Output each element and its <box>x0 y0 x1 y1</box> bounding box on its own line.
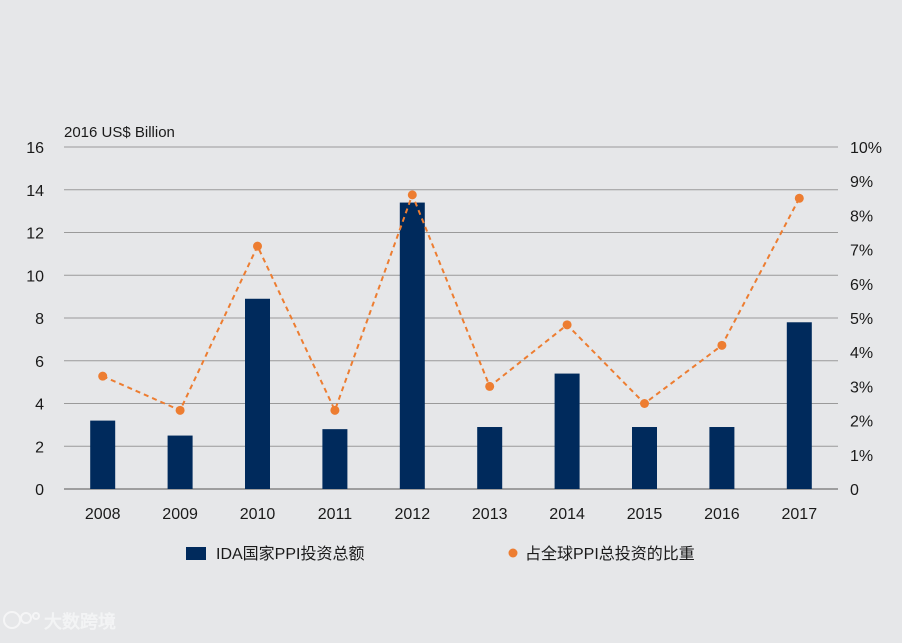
bar-2009 <box>167 435 193 489</box>
legend-line-marker <box>508 548 518 558</box>
line-point-2009 <box>175 405 185 415</box>
right-axis-tick-label: 8% <box>850 208 873 225</box>
x-axis-tick-label: 2013 <box>472 506 508 523</box>
x-axis-tick-label: 2016 <box>704 506 740 523</box>
line-point-2013 <box>485 381 495 391</box>
right-axis-tick-label: 5% <box>850 311 873 328</box>
gridlines <box>64 146 838 490</box>
bar-2013 <box>477 427 503 489</box>
line-point-2010 <box>253 241 262 251</box>
x-axis-tick-label: 2011 <box>318 506 353 523</box>
bar-2017 <box>786 322 812 489</box>
legend-bar-swatch <box>186 547 206 560</box>
bar-2008 <box>90 420 116 489</box>
left-axis-tick-label: 0 <box>35 482 44 499</box>
left-axis-tick-label: 4 <box>35 397 44 414</box>
x-axis-tick-label: 2010 <box>240 506 276 523</box>
line-series <box>98 190 804 415</box>
bar-series <box>90 202 812 489</box>
legend-line-label: 占全球PPI总投资的比重 <box>525 545 695 563</box>
x-axis-tick-label: 2009 <box>162 506 198 523</box>
right-axis-tick-label: 3% <box>850 379 873 396</box>
right-axis-tick-label: 6% <box>850 277 873 294</box>
bar-2016 <box>709 427 735 489</box>
x-axis-tick-label: 2008 <box>85 506 121 523</box>
bar-2010 <box>245 298 270 489</box>
x-axis-ticks: 2008 2009 2010 2011 2012 2013 2014 2015 2016 2017 <box>85 506 817 523</box>
left-axis-tick-label: 6 <box>35 354 44 371</box>
bar-2015 <box>632 427 657 489</box>
bar-2011 <box>322 429 348 489</box>
right-axis-tick-label: 1% <box>850 448 873 465</box>
left-axis-unit-label: 2016 US$ Billion <box>64 124 175 141</box>
right-axis-tick-label: 10% <box>850 140 882 157</box>
right-axis-tick-label: 9% <box>850 174 873 191</box>
left-axis-tick-label: 10 <box>26 268 44 285</box>
watermark-logo-icon <box>3 611 40 629</box>
line-point-2011 <box>330 405 340 415</box>
right-axis-tick-label: 2% <box>850 414 873 431</box>
line-point-2012 <box>407 190 417 200</box>
line-path <box>102 192 801 413</box>
left-axis-tick-label: 2 <box>35 439 44 456</box>
bar-2014 <box>554 373 580 489</box>
left-axis-ticks: 0 2 4 6 8 10 12 14 16 <box>26 140 44 499</box>
x-axis-tick-label: 2017 <box>782 506 818 523</box>
line-point-2015 <box>640 399 649 408</box>
x-axis-tick-label: 2014 <box>549 506 585 523</box>
x-axis-tick-label: 2012 <box>395 506 431 523</box>
line-point-2016 <box>717 340 727 350</box>
right-axis-tick-label: 0 <box>850 482 859 499</box>
right-axis-ticks: 0 1% 2% 3% 4% 5% 6% 7% 8% 9% 10% <box>850 140 882 499</box>
left-axis-tick-label: 14 <box>26 183 44 200</box>
left-axis-tick-label: 16 <box>26 140 44 157</box>
legend: IDA国家PPI投资总额 占全球PPI总投资的比重 <box>186 545 695 563</box>
watermark: 大数跨境 <box>3 611 116 632</box>
line-point-2014 <box>562 320 572 330</box>
left-axis-tick-label: 8 <box>35 311 44 328</box>
legend-bar-label: IDA国家PPI投资总额 <box>216 545 364 563</box>
right-axis-tick-label: 7% <box>850 243 873 260</box>
line-point-2017 <box>794 193 804 203</box>
line-point-2008 <box>98 371 108 381</box>
bar-2012 <box>399 202 425 489</box>
watermark-text: 大数跨境 <box>44 611 116 632</box>
left-axis-tick-label: 12 <box>26 226 44 243</box>
x-axis-tick-label: 2015 <box>627 506 663 523</box>
right-axis-tick-label: 4% <box>850 345 873 362</box>
